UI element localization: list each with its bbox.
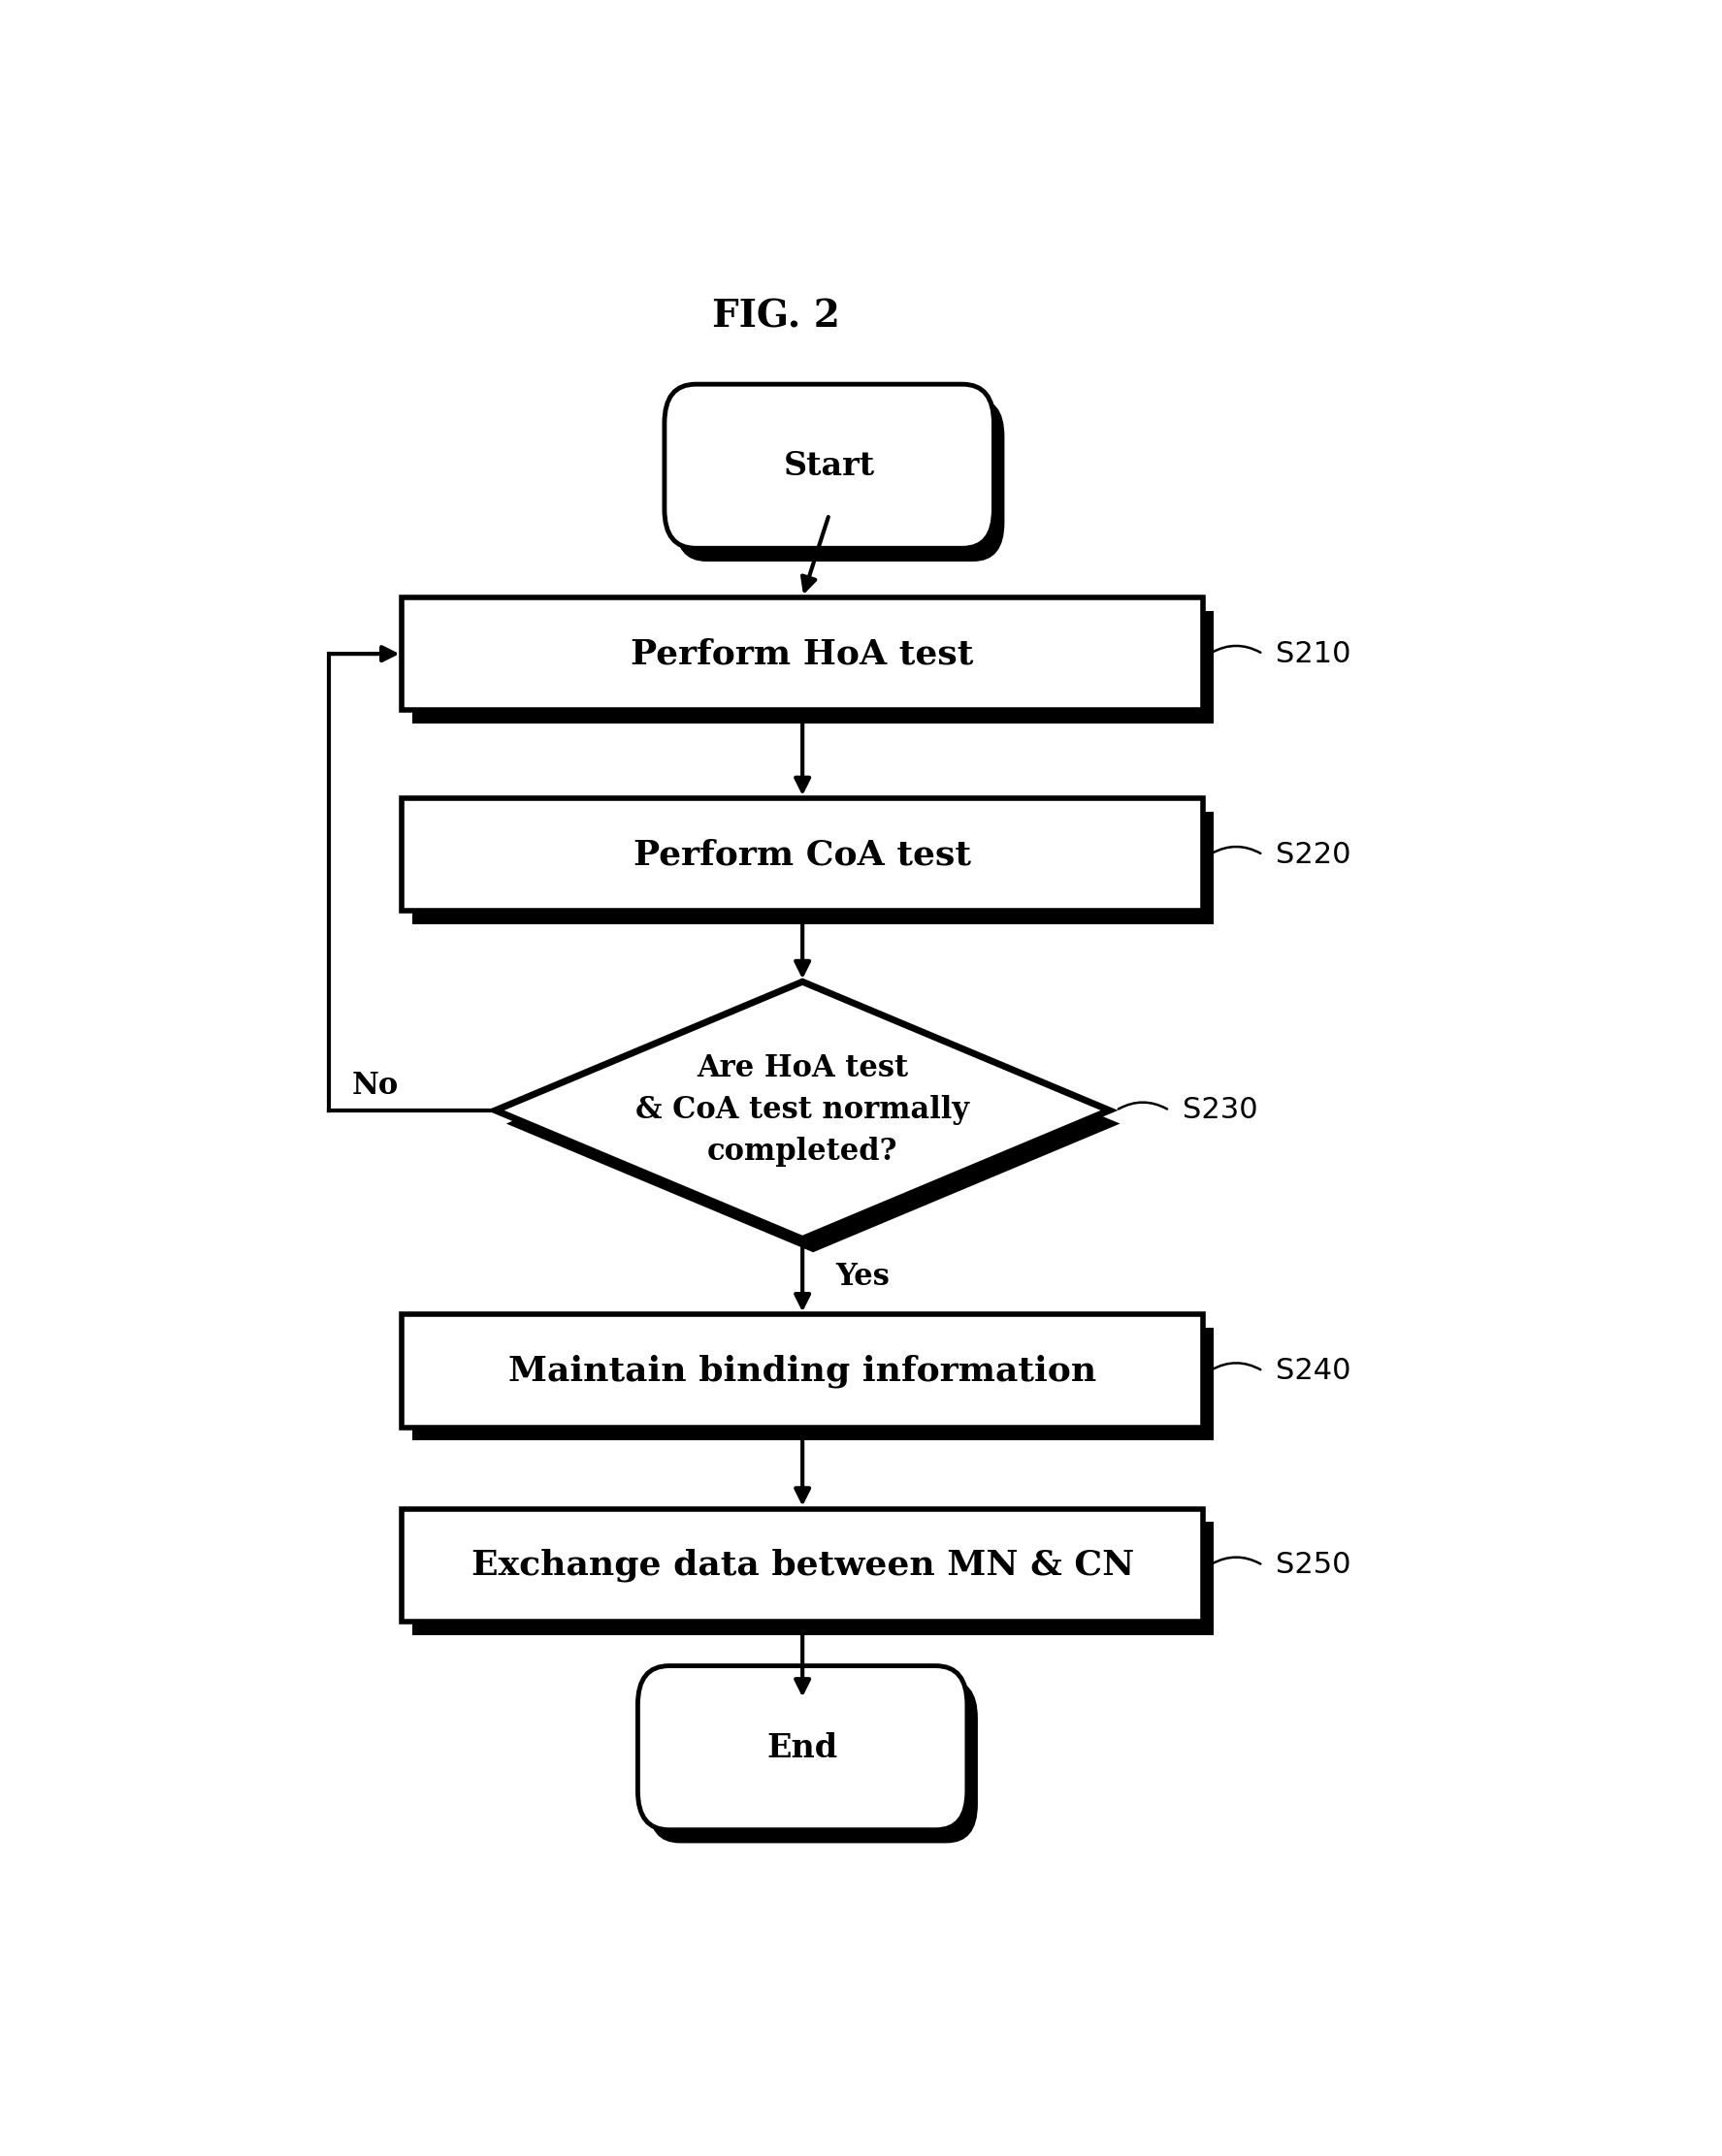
Text: S250: S250 bbox=[1276, 1550, 1352, 1580]
FancyBboxPatch shape bbox=[649, 1680, 978, 1843]
Text: Maintain binding information: Maintain binding information bbox=[508, 1354, 1097, 1388]
FancyBboxPatch shape bbox=[675, 397, 1004, 561]
Text: Perform CoA test: Perform CoA test bbox=[634, 839, 971, 871]
Text: Exchange data between MN & CN: Exchange data between MN & CN bbox=[472, 1548, 1133, 1583]
Bar bbox=[413, 811, 1214, 925]
FancyBboxPatch shape bbox=[665, 384, 994, 548]
Bar bbox=[413, 1522, 1214, 1634]
Text: No: No bbox=[351, 1069, 400, 1100]
Text: Yes: Yes bbox=[835, 1261, 890, 1291]
Text: Start: Start bbox=[784, 451, 875, 483]
Text: S210: S210 bbox=[1276, 640, 1352, 668]
Text: S220: S220 bbox=[1276, 841, 1352, 869]
Bar bbox=[403, 798, 1204, 912]
Text: S230: S230 bbox=[1183, 1095, 1259, 1125]
Bar bbox=[403, 597, 1204, 709]
Text: End: End bbox=[766, 1731, 839, 1764]
Text: Are HoA test
& CoA test normally
completed?: Are HoA test & CoA test normally complet… bbox=[635, 1054, 969, 1166]
Bar bbox=[403, 1315, 1204, 1427]
Polygon shape bbox=[496, 981, 1109, 1240]
Polygon shape bbox=[506, 994, 1119, 1253]
Text: S240: S240 bbox=[1276, 1356, 1352, 1384]
Bar bbox=[413, 610, 1214, 724]
Bar bbox=[403, 1509, 1204, 1621]
Text: FIG. 2: FIG. 2 bbox=[711, 298, 840, 334]
Bar bbox=[413, 1328, 1214, 1440]
FancyBboxPatch shape bbox=[637, 1667, 968, 1830]
Text: Perform HoA test: Perform HoA test bbox=[630, 638, 975, 671]
